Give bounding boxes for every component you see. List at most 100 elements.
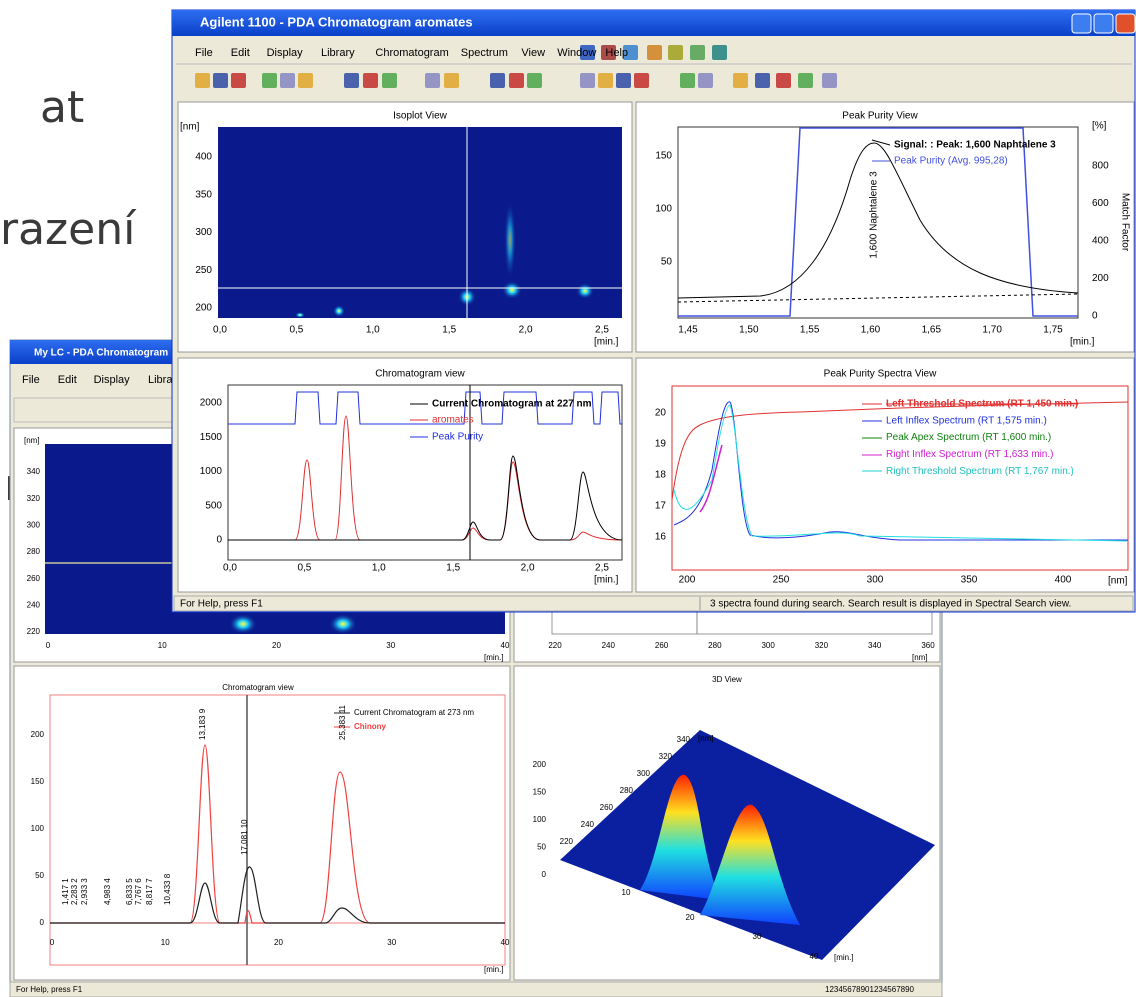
y-tick-label: 200 bbox=[31, 730, 45, 739]
toolbar-button[interactable] bbox=[822, 73, 837, 88]
peak-label: 2,283 2 bbox=[70, 878, 79, 905]
toolbar-button[interactable] bbox=[382, 73, 397, 88]
toolbar-button[interactable] bbox=[262, 73, 277, 88]
toolbar-button[interactable] bbox=[195, 73, 210, 88]
axis-unit: [min.] bbox=[1070, 337, 1095, 348]
toolbar-button[interactable] bbox=[690, 45, 705, 60]
legend-entry: Peak Purity bbox=[432, 432, 483, 443]
front-window: Agilent 1100 - PDA Chromatogram aromates… bbox=[172, 10, 1135, 612]
window-title: Agilent 1100 - PDA Chromatogram aromates bbox=[200, 14, 473, 29]
x-tick-label: 30 bbox=[387, 938, 396, 947]
z-tick-label: 0 bbox=[542, 870, 547, 879]
window-title: My LC - PDA Chromatogram bbox=[34, 348, 168, 359]
legend-entry: Right Threshold Spectrum (RT 1,767 min.) bbox=[886, 466, 1074, 477]
axis-unit: [nm] bbox=[24, 436, 40, 445]
toolbar-button[interactable] bbox=[444, 73, 459, 88]
toolbar-button[interactable] bbox=[298, 73, 313, 88]
y-tick-label: 300 bbox=[27, 520, 41, 529]
x-tick-label: 350 bbox=[961, 575, 978, 586]
menu-item: Edit bbox=[58, 374, 77, 386]
x-tick-label: 2,0 bbox=[519, 325, 533, 336]
y2-tick-label: 800 bbox=[1092, 161, 1109, 172]
toolbar-button[interactable] bbox=[668, 45, 683, 60]
toolbar-button[interactable] bbox=[509, 73, 524, 88]
axis-title: Match Factor bbox=[1119, 193, 1130, 252]
axis-unit: [nm] bbox=[180, 122, 200, 133]
y-tick-label: 50 bbox=[661, 257, 673, 268]
axis-unit: [nm] bbox=[698, 734, 714, 743]
y-tick-label: 280 bbox=[27, 547, 41, 556]
maximize-button[interactable] bbox=[1094, 14, 1113, 33]
time-tick-label: 10 bbox=[622, 888, 631, 897]
x-tick-label: 2,5 bbox=[595, 563, 609, 574]
y-tick-label: 220 bbox=[27, 627, 41, 636]
x-tick-label: 1,70 bbox=[982, 325, 1002, 336]
y2-tick-label: 0 bbox=[1092, 311, 1098, 322]
axis-unit: [min.] bbox=[484, 653, 504, 662]
y-tick-label: 2000 bbox=[200, 398, 223, 409]
depth-tick-label: 320 bbox=[659, 752, 673, 761]
blob bbox=[502, 281, 522, 299]
x-tick-label: 400 bbox=[1055, 575, 1072, 586]
toolbar-button[interactable] bbox=[344, 73, 359, 88]
depth-tick-label: 240 bbox=[581, 820, 595, 829]
y-tick-label: 0 bbox=[40, 918, 45, 927]
toolbar-button[interactable] bbox=[776, 73, 791, 88]
toolbar-button[interactable] bbox=[580, 73, 595, 88]
y-tick-label: 500 bbox=[205, 500, 222, 511]
panel-title: Peak Purity View bbox=[842, 111, 918, 122]
depth-tick-label: 300 bbox=[637, 769, 651, 778]
toolbar-button[interactable] bbox=[231, 73, 246, 88]
legend-entry: Peak Apex Spectrum (RT 1,600 min.) bbox=[886, 432, 1051, 443]
y-tick-label: 1500 bbox=[200, 432, 223, 443]
toolbar-button[interactable] bbox=[598, 73, 613, 88]
y-tick-label: 350 bbox=[195, 189, 212, 200]
toolbar-button[interactable] bbox=[425, 73, 440, 88]
y-tick-label: 16 bbox=[655, 532, 667, 543]
x-tick-label: 300 bbox=[761, 641, 775, 650]
toolbar-button[interactable] bbox=[213, 73, 228, 88]
x-tick-label: 300 bbox=[867, 575, 884, 586]
x-tick-label: 0,5 bbox=[297, 563, 311, 574]
toolbar-button[interactable] bbox=[490, 73, 505, 88]
toolbar-button[interactable] bbox=[616, 73, 631, 88]
y-tick-label: 18 bbox=[655, 470, 667, 481]
toolbar-button[interactable] bbox=[280, 73, 295, 88]
close-button[interactable] bbox=[1116, 14, 1135, 33]
axis-unit: [%] bbox=[1092, 121, 1107, 132]
peak-label: 10,433 8 bbox=[163, 873, 172, 905]
toolbar-button[interactable] bbox=[733, 73, 748, 88]
y-tick-label: 17 bbox=[655, 501, 667, 512]
toolbar-button[interactable] bbox=[798, 73, 813, 88]
toolbar-button[interactable] bbox=[712, 45, 727, 60]
menu-item: Spectrum bbox=[461, 47, 508, 59]
status-text: For Help, press F1 bbox=[16, 985, 83, 994]
peak-label: 6,833 5 bbox=[125, 878, 134, 905]
isoplot-area bbox=[218, 127, 622, 318]
toolbar-button[interactable] bbox=[634, 73, 649, 88]
x-tick-label: 260 bbox=[655, 641, 669, 650]
x-tick-label: 20 bbox=[272, 641, 281, 650]
peak-label: 17,081 10 bbox=[240, 819, 249, 855]
toolbar-button[interactable] bbox=[363, 73, 378, 88]
minimize-button[interactable] bbox=[1072, 14, 1091, 33]
toolbar-button[interactable] bbox=[698, 73, 713, 88]
legend-entry: Current Chromatogram at 273 nm bbox=[354, 708, 474, 717]
toolbar bbox=[14, 398, 174, 422]
x-tick-label: 0,5 bbox=[289, 325, 303, 336]
x-tick-label: 30 bbox=[386, 641, 395, 650]
toolbar-button[interactable] bbox=[680, 73, 695, 88]
x-tick-label: 0,0 bbox=[213, 325, 227, 336]
toolbar-button[interactable] bbox=[647, 45, 662, 60]
toolbar-button[interactable] bbox=[755, 73, 770, 88]
blob bbox=[333, 305, 345, 317]
toolbar-button[interactable] bbox=[527, 73, 542, 88]
x-tick-label: 340 bbox=[868, 641, 882, 650]
z-tick-label: 200 bbox=[533, 760, 547, 769]
peak-label: 1,417 1 bbox=[61, 878, 70, 905]
x-tick-label: 20 bbox=[274, 938, 283, 947]
legend-entry: Signal: : Peak: 1,600 Naphtalene 3 bbox=[894, 140, 1056, 151]
legend-entry: Chinony bbox=[354, 722, 387, 731]
depth-tick-label: 220 bbox=[560, 837, 574, 846]
depth-tick-label: 260 bbox=[600, 803, 614, 812]
